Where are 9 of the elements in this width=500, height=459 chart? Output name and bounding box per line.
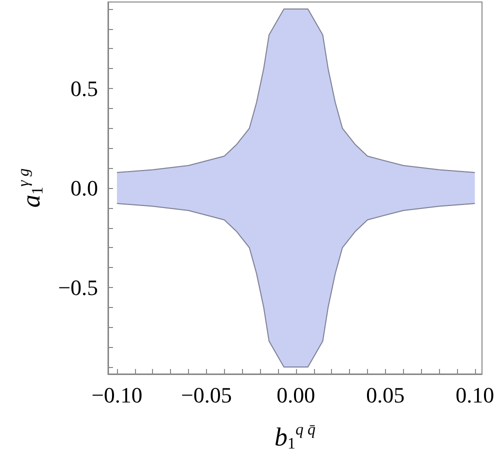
x-tick-label: −0.10 (91, 382, 142, 408)
x-tick-label: −0.05 (180, 382, 232, 408)
y-tick-label: 0.0 (70, 176, 98, 200)
x-tick-label: 0.00 (276, 382, 316, 408)
x-tick-label: 0.05 (366, 382, 405, 408)
y-tick-label: −0.5 (58, 274, 98, 300)
x-tick-label: 0.10 (456, 382, 494, 408)
y-tick-label: 0.5 (70, 76, 98, 102)
y-axis-title: a1γ g (16, 168, 46, 208)
